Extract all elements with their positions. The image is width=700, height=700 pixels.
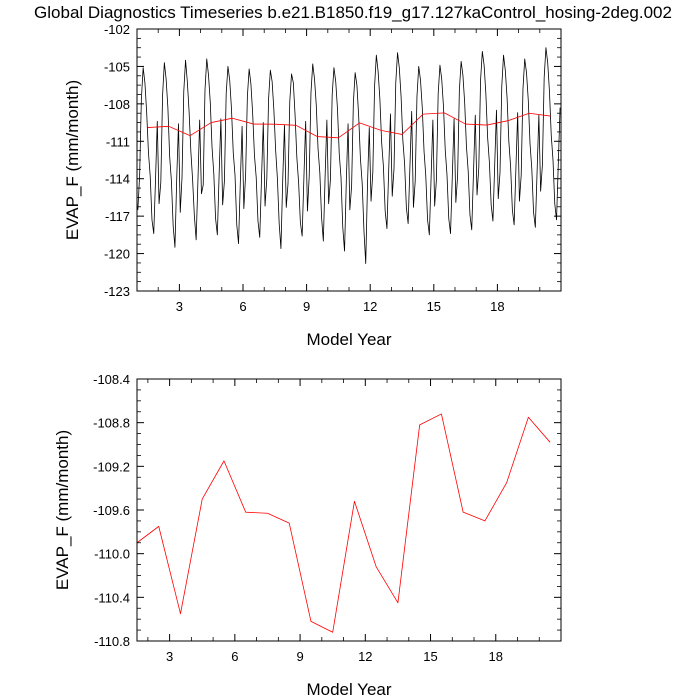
panel2-x-tick-label: 12 <box>358 649 372 664</box>
panel1-y-tick-label: -120 <box>104 247 130 262</box>
panel1-y-tick-label: -117 <box>105 209 130 224</box>
panel1-x-tick-label: 15 <box>427 299 441 314</box>
panel1-x-tick-label: 3 <box>176 299 183 314</box>
panel1-x-tick-label: 6 <box>239 299 246 314</box>
panel2-x-tick-label: 18 <box>489 649 503 664</box>
panel2-plot-frame <box>136 378 562 642</box>
panel1-series-annual-mean <box>147 112 551 139</box>
panel1-x-tick-label: 9 <box>303 299 310 314</box>
panel1-y-tick-label: -108 <box>104 97 130 112</box>
panel1-x-tick-label: 18 <box>490 299 504 314</box>
panel2-y-tick-label: -110.4 <box>94 590 130 605</box>
panel1-y-tick-label: -102 <box>104 22 130 37</box>
panel1-y-tick-label: -111 <box>106 134 130 149</box>
panel1-y-tick-label: -123 <box>104 284 130 299</box>
panel1-y-label: EVAP_F (mm/month) <box>63 80 82 240</box>
panel1-x-label: Model Year <box>306 330 391 349</box>
panel1-x-tick-label: 12 <box>363 299 377 314</box>
panel2-series-annual-mean <box>136 413 551 633</box>
panel2-y-tick-label: -110.8 <box>94 634 130 649</box>
monthly-timeseries-panel: EVAP_F (mm/month) Model Year -123 -120 -11… <box>63 22 562 349</box>
panel2-y-tick-label: -109.2 <box>93 459 130 474</box>
panel2-x-tick-label: 15 <box>423 649 437 664</box>
panel2-x-label: Model Year <box>306 680 391 699</box>
panel2-y-label: EVAP_F (mm/month) <box>53 430 72 590</box>
panel1-y-tick-label: -105 <box>104 59 130 74</box>
panel2-x-tick-label: 3 <box>166 649 173 664</box>
panel2-y-tick-label: -110.0 <box>94 547 130 562</box>
panel1-series-monthly <box>137 47 561 264</box>
panel2-y-tick-label: -108.8 <box>93 416 130 431</box>
panel2-x-tick-label: 9 <box>296 649 303 664</box>
panel1-y-tick-label: -114 <box>105 172 130 187</box>
panel2-y-tick-label: -108.4 <box>93 372 130 387</box>
figure-title: Global Diagnostics Timeseries b.e21.B185… <box>34 3 672 22</box>
panel2-y-tick-label: -109.6 <box>93 503 130 518</box>
panel2-x-tick-label: 6 <box>231 649 238 664</box>
annual-mean-panel: EVAP_F (mm/month) Model Year -110.8 -110.… <box>53 372 562 699</box>
